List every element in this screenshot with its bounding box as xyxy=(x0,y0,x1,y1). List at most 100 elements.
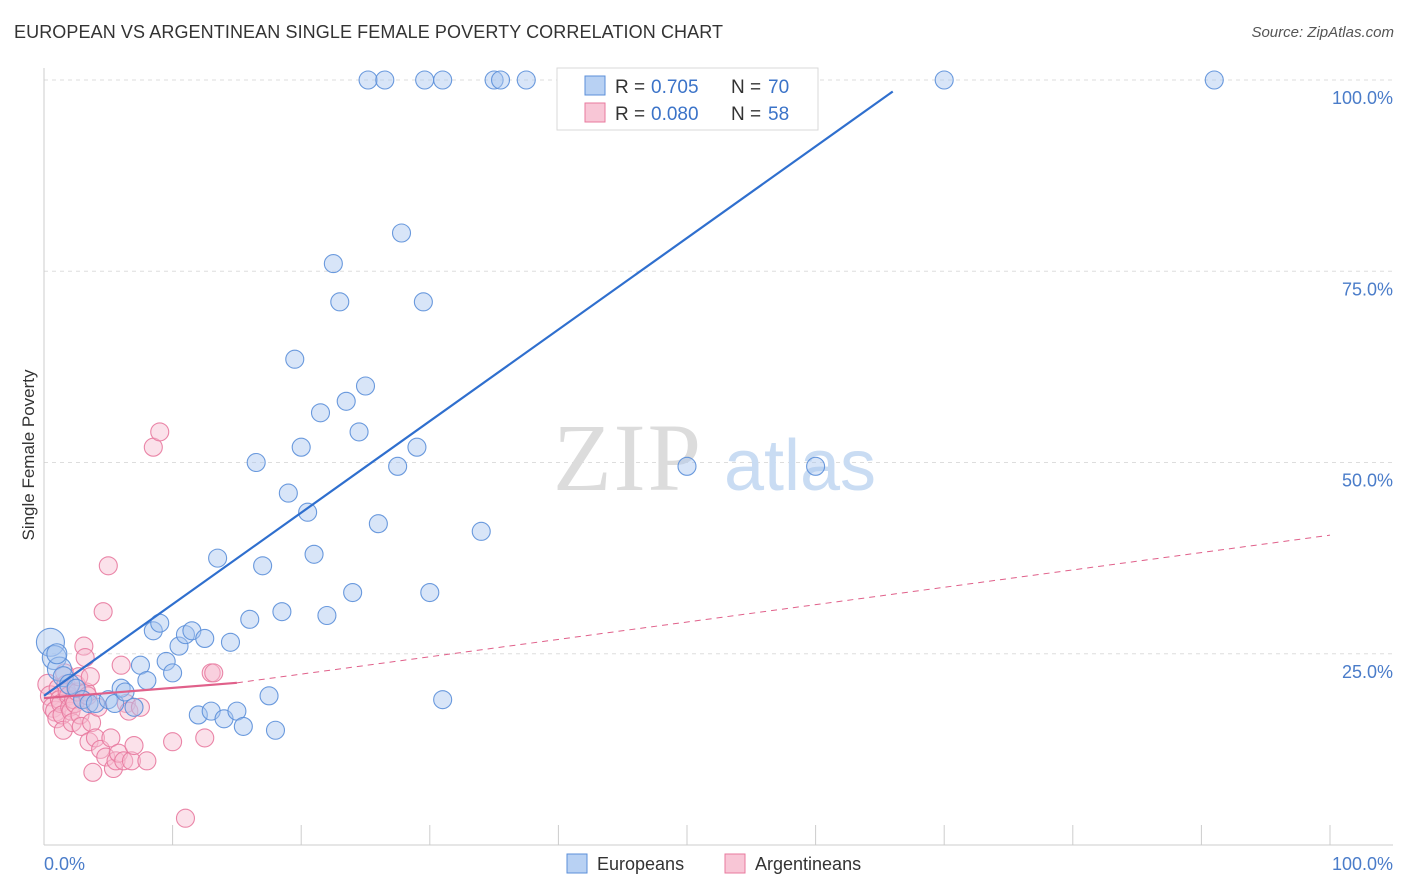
argentineans-point-39 xyxy=(101,728,121,748)
europeans-point-43 xyxy=(317,605,337,626)
europeans-point-52 xyxy=(375,70,395,90)
europeans-point-26 xyxy=(208,548,228,568)
argentineans-point-47 xyxy=(121,751,141,771)
chart-title: EUROPEAN VS ARGENTINEAN SINGLE FEMALE PO… xyxy=(14,22,724,42)
argentineans-point-49 xyxy=(130,697,150,717)
europeans-point-58 xyxy=(420,582,440,603)
europeans-point-62 xyxy=(484,70,504,90)
y-tick-label-1: 50.0% xyxy=(1342,471,1393,491)
europeans-point-56 xyxy=(413,292,433,312)
legend-n-label-argentineans: N = xyxy=(731,104,761,125)
bottom-legend-label-argentineans: Argentineans xyxy=(755,854,861,874)
legend-r-value-europeans: 0.705 xyxy=(651,77,699,98)
argentineans-point-53 xyxy=(163,732,183,752)
europeans-point-20 xyxy=(169,636,189,656)
correlation-legend: R = 0.705 N = 70 R = 0.080 N = 58 xyxy=(556,67,819,131)
europeans-point-66 xyxy=(806,456,826,476)
europeans-point-69 xyxy=(46,643,68,665)
europeans-point-46 xyxy=(336,391,356,411)
watermark: ZIP atlas xyxy=(553,404,876,511)
argentineans-point-43 xyxy=(111,655,131,675)
argentineans-point-52 xyxy=(150,422,170,442)
europeans-point-13 xyxy=(124,697,144,717)
europeans-point-32 xyxy=(246,452,266,473)
watermark-zip: ZIP xyxy=(553,404,703,511)
argentineans-point-30 xyxy=(80,667,100,687)
europeans-point-37 xyxy=(278,483,298,503)
argentineans-trend-line xyxy=(43,681,237,700)
argentineans-point-41 xyxy=(106,751,126,771)
argentineans-point-33 xyxy=(85,728,105,748)
europeans-point-28 xyxy=(220,632,241,652)
europeans-point-67 xyxy=(934,70,954,90)
europeans-point-64 xyxy=(516,70,536,90)
europeans-point-51 xyxy=(368,514,388,534)
europeans-point-23 xyxy=(188,705,208,725)
europeans-point-48 xyxy=(349,422,369,442)
europeans-point-5 xyxy=(66,678,86,698)
europeans-point-50 xyxy=(358,70,378,90)
legend-swatch-europeans xyxy=(584,75,606,96)
argentineans-point-36 xyxy=(93,602,113,622)
source-label: Source: ZipAtlas.com xyxy=(1251,24,1394,41)
argentineans-point-37 xyxy=(96,747,116,767)
europeans-points xyxy=(35,70,1224,740)
europeans-point-16 xyxy=(143,621,163,641)
europeans-point-53 xyxy=(388,456,408,476)
argentineans-trend-extension xyxy=(236,534,1331,684)
europeans-point-55 xyxy=(407,437,427,457)
europeans-point-24 xyxy=(195,628,215,649)
y-tick-labels: 25.0% 50.0% 75.0% 100.0% xyxy=(1332,88,1393,682)
europeans-point-47 xyxy=(343,582,363,603)
argentineans-point-55 xyxy=(195,728,215,748)
trend-lines xyxy=(43,90,1331,700)
europeans-point-65 xyxy=(677,456,697,476)
legend-r-value-argentineans: 0.080 xyxy=(651,104,699,125)
argentineans-point-57 xyxy=(204,663,224,683)
europeans-point-44 xyxy=(323,254,343,274)
y-tick-label-3: 100.0% xyxy=(1332,88,1393,108)
argentineans-point-44 xyxy=(114,751,134,771)
europeans-trend-line xyxy=(43,90,894,697)
argentineans-point-23 xyxy=(71,716,91,736)
argentineans-point-48 xyxy=(124,735,144,756)
europeans-point-57 xyxy=(415,70,435,90)
argentineans-point-38 xyxy=(98,556,118,576)
europeans-point-15 xyxy=(137,670,157,691)
axes xyxy=(43,68,1393,846)
x-tick-label-left: 0.0% xyxy=(44,854,85,874)
legend-n-value-europeans: 70 xyxy=(768,77,789,98)
europeans-point-59 xyxy=(433,70,453,90)
europeans-point-30 xyxy=(233,716,253,736)
argentineans-point-40 xyxy=(103,758,123,779)
europeans-point-45 xyxy=(330,292,350,312)
europeans-point-61 xyxy=(471,521,491,541)
europeans-point-0 xyxy=(35,627,65,657)
europeans-point-42 xyxy=(310,403,331,423)
europeans-point-41 xyxy=(304,544,324,564)
europeans-point-31 xyxy=(240,609,260,629)
x-tick-labels: 0.0% 100.0% xyxy=(44,854,1393,874)
europeans-point-63 xyxy=(490,70,511,90)
y-tick-label-2: 75.0% xyxy=(1342,279,1393,299)
grid-lines xyxy=(44,79,1393,655)
argentineans-point-32 xyxy=(83,762,103,782)
europeans-point-33 xyxy=(253,556,273,576)
europeans-point-34 xyxy=(259,686,279,706)
europeans-point-40 xyxy=(298,502,318,522)
europeans-point-68 xyxy=(1204,70,1224,90)
europeans-point-49 xyxy=(355,376,376,396)
legend-n-label-europeans: N = xyxy=(731,77,761,98)
europeans-point-18 xyxy=(156,651,176,671)
bottom-legend-label-europeans: Europeans xyxy=(597,854,684,874)
argentineans-point-26 xyxy=(75,648,95,668)
europeans-point-38 xyxy=(285,349,305,369)
europeans-point-39 xyxy=(291,437,311,457)
watermark-atlas: atlas xyxy=(724,426,876,506)
legend-r-label-europeans: R = xyxy=(615,77,645,98)
y-tick-label-0: 25.0% xyxy=(1342,662,1393,682)
europeans-point-54 xyxy=(391,223,412,243)
argentineans-point-50 xyxy=(137,751,157,771)
series-legend: Europeans Argentineans xyxy=(566,853,861,874)
